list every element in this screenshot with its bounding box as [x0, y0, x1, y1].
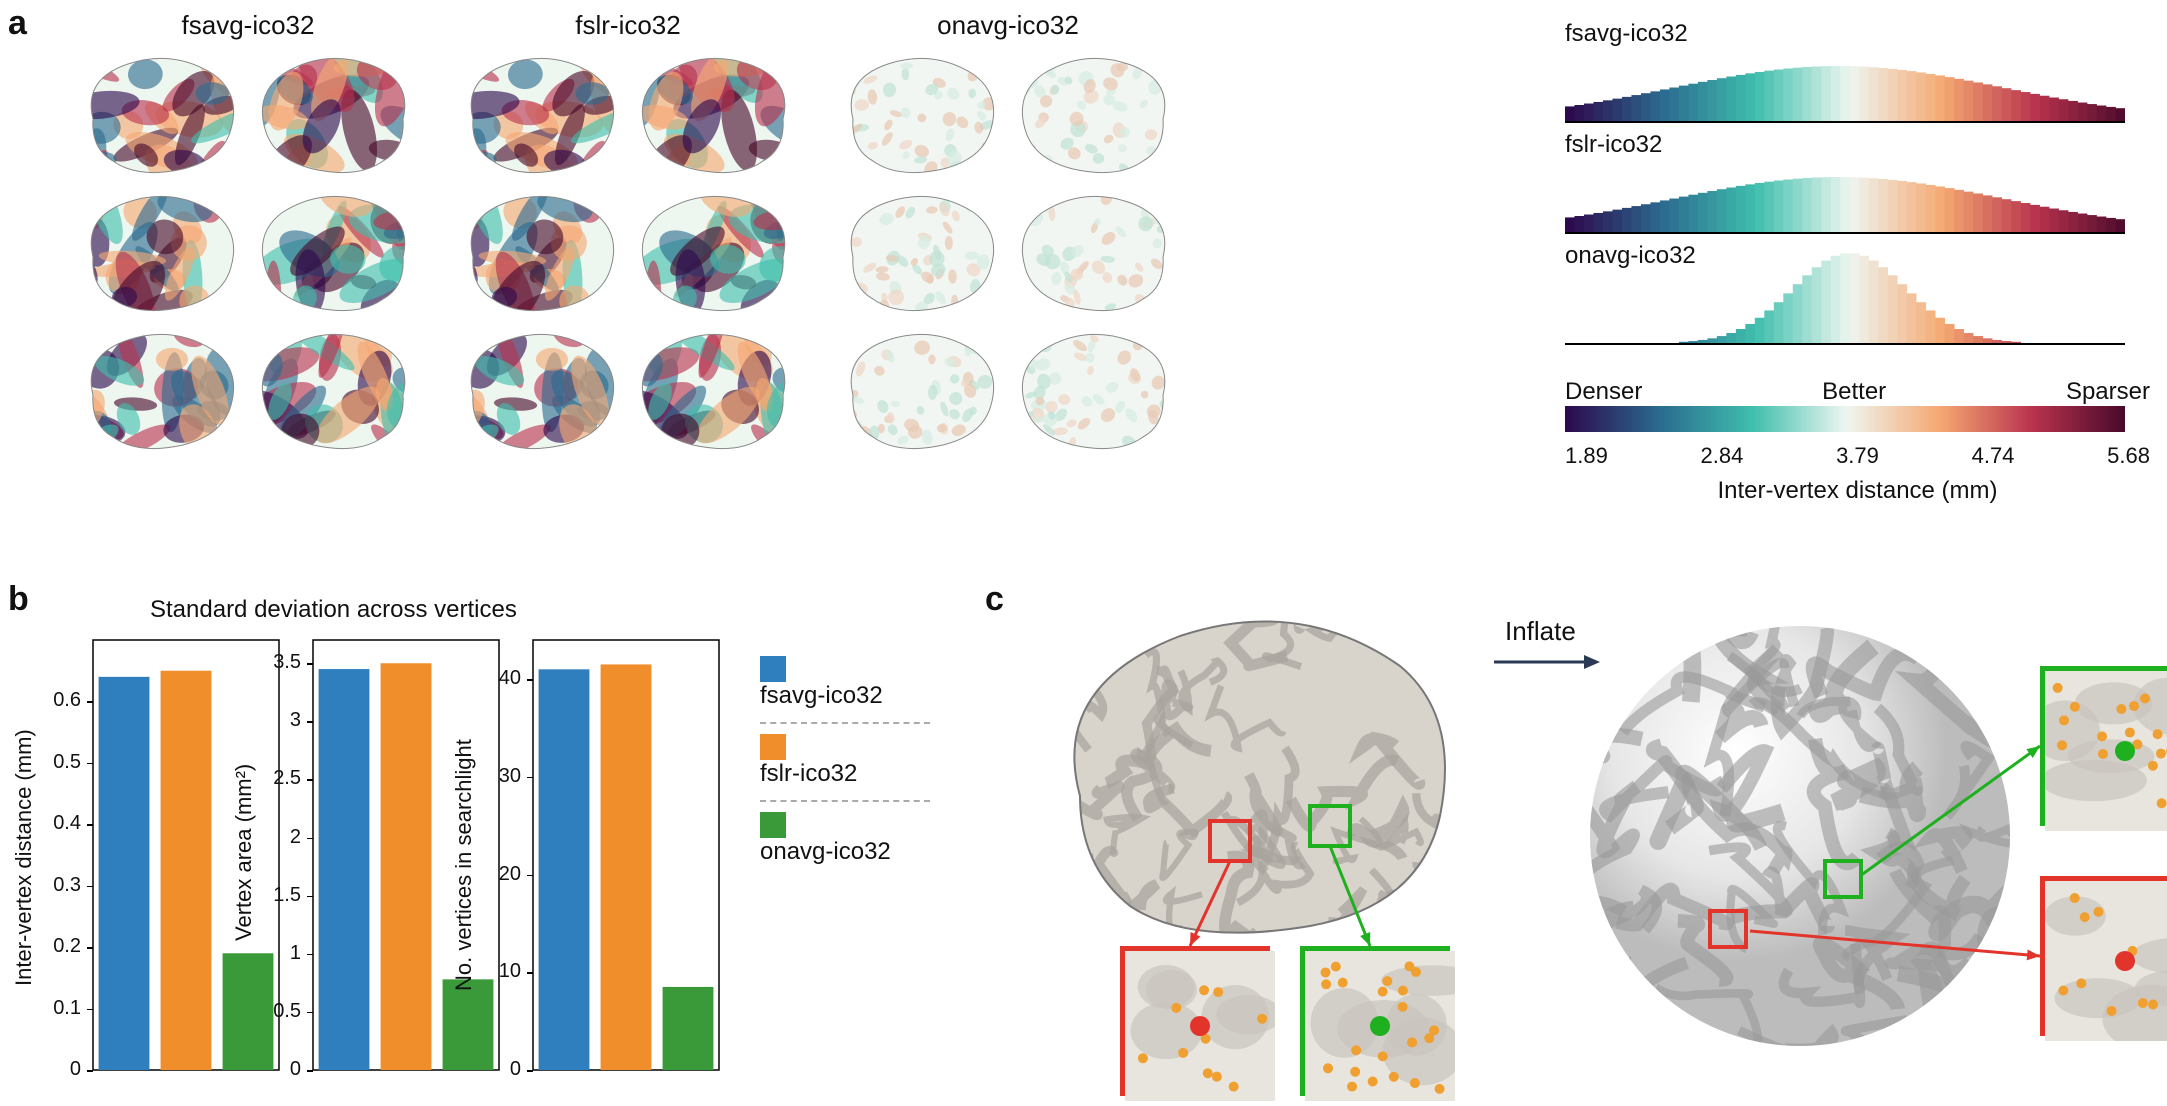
bar-fsavg — [99, 677, 150, 1070]
brain-column-1: fslr-ico32 — [448, 10, 808, 455]
legend-label: fsavg-ico32 — [760, 682, 883, 709]
brain-surface — [453, 49, 623, 179]
brain-surface — [833, 325, 1003, 455]
folded-brain — [1040, 606, 1470, 946]
ytick: 10 — [477, 960, 521, 983]
ytick: 0.3 — [37, 874, 81, 897]
zoom-inset — [1120, 946, 1270, 1096]
panel-label-b: b — [8, 580, 29, 619]
brain-column-title: onavg-ico32 — [937, 10, 1079, 41]
ytick: 2.5 — [257, 767, 301, 790]
brain-surface — [633, 325, 803, 455]
histogram-2: onavg-ico32 — [1565, 242, 2150, 347]
legend-label: fslr-ico32 — [760, 760, 857, 787]
colorbar-tick: 3.79 — [1836, 443, 1879, 469]
ylabel: Vertex area (mm²) — [231, 764, 257, 941]
ytick: 0.5 — [37, 751, 81, 774]
bar-fslr — [601, 664, 652, 1070]
ytick: 0.5 — [257, 1000, 301, 1023]
brain-surface — [1013, 187, 1183, 317]
colorbar-tick: 1.89 — [1565, 443, 1608, 469]
legend-label: onavg-ico32 — [760, 838, 891, 865]
legend-item-fslr: fslr-ico32 — [760, 734, 930, 788]
brain-column-title: fslr-ico32 — [575, 10, 680, 41]
ytick: 2 — [257, 826, 301, 849]
brain-surface — [833, 187, 1003, 317]
brain-column-2: onavg-ico32 — [828, 10, 1188, 455]
legend-swatch — [760, 734, 786, 760]
zoom-inset — [2040, 876, 2167, 1036]
legend-separator — [760, 722, 930, 724]
colorbar-tick: 5.68 — [2107, 443, 2150, 469]
ytick: 30 — [477, 765, 521, 788]
bar-fsavg — [539, 669, 590, 1070]
ytick: 0.2 — [37, 935, 81, 958]
colorbar-left_label: Denser — [1565, 378, 1642, 406]
zoom-inset — [2040, 666, 2167, 826]
histogram-label: fslr-ico32 — [1565, 131, 1662, 159]
histogram-label: fsavg-ico32 — [1565, 20, 1688, 48]
brain-surface — [73, 49, 243, 179]
bar-onavg — [443, 979, 494, 1070]
brain-surface — [833, 49, 1003, 179]
bar-fsavg — [319, 669, 370, 1070]
ytick: 0 — [257, 1058, 301, 1081]
colorbar — [1565, 406, 2125, 434]
ytick: 0.6 — [37, 689, 81, 712]
inflate-label: Inflate — [1505, 616, 1576, 647]
ytick: 3 — [257, 709, 301, 732]
colorbar-tick: 2.84 — [1701, 443, 1744, 469]
brain-surface — [1013, 49, 1183, 179]
brain-surface — [633, 49, 803, 179]
ytick: 40 — [477, 667, 521, 690]
legend-swatch — [760, 656, 786, 682]
legend-swatch — [760, 812, 786, 838]
connector-arrow-icon — [1848, 734, 2052, 888]
ylabel: No. vertices in searchlight — [451, 739, 477, 991]
bar-fslr — [381, 663, 432, 1070]
ytick: 1.5 — [257, 884, 301, 907]
colorbar-tick: 4.74 — [1972, 443, 2015, 469]
brain-surface — [73, 325, 243, 455]
colorbar-right_label: Sparser — [2066, 378, 2150, 406]
ytick: 0 — [37, 1058, 81, 1081]
bar-chart-2 — [525, 636, 725, 1076]
ytick: 0.4 — [37, 812, 81, 835]
ytick: 0.1 — [37, 997, 81, 1020]
ylabel: Inter-vertex distance (mm) — [11, 729, 37, 986]
brain-surface — [453, 187, 623, 317]
histogram-label: onavg-ico32 — [1565, 242, 1696, 270]
ytick: 1 — [257, 942, 301, 965]
brain-surface — [253, 49, 423, 179]
histogram-0: fsavg-ico32 — [1565, 20, 2150, 125]
brain-surface — [633, 187, 803, 317]
brain-surface — [73, 187, 243, 317]
panel-label-a: a — [8, 4, 27, 43]
legend-item-fsavg: fsavg-ico32 — [760, 656, 930, 710]
zoom-inset — [1300, 946, 1450, 1096]
brain-column-0: fsavg-ico32 — [68, 10, 428, 455]
connector-arrow-icon — [1178, 849, 1242, 958]
legend-item-onavg: onavg-ico32 — [760, 812, 930, 866]
colorbar-mid_label: Better — [1822, 378, 1886, 406]
connector-arrow-icon — [1738, 919, 2052, 968]
brain-surface — [1013, 325, 1183, 455]
legend-separator — [760, 800, 930, 802]
connector-arrow-icon — [1318, 834, 1382, 958]
panel-b-title: Standard deviation across vertices — [150, 596, 517, 624]
ytick: 0 — [477, 1058, 521, 1081]
brain-surface — [453, 325, 623, 455]
bar-fslr — [161, 671, 212, 1070]
brain-surface — [253, 325, 423, 455]
bar-onavg — [663, 987, 714, 1070]
brain-column-title: fsavg-ico32 — [182, 10, 315, 41]
histogram-1: fslr-ico32 — [1565, 131, 2150, 236]
ytick: 3.5 — [257, 651, 301, 674]
brain-surface — [253, 187, 423, 317]
panel-label-c: c — [985, 580, 1004, 619]
colorbar-axis-label: Inter-vertex distance (mm) — [1565, 477, 2150, 505]
ytick: 20 — [477, 863, 521, 886]
